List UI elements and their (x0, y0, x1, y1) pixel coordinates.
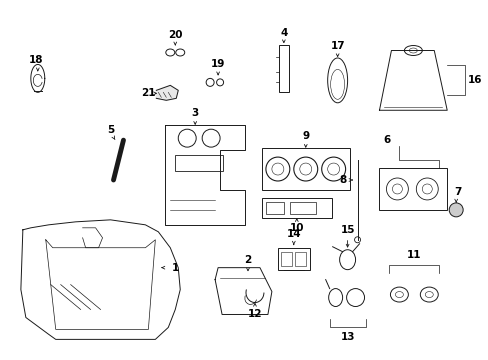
Text: 2: 2 (244, 255, 251, 265)
Bar (262, 148, 349, 190)
Bar (294, 252, 305, 266)
Text: 13: 13 (340, 332, 354, 342)
Text: 7: 7 (453, 187, 461, 197)
Text: 9: 9 (302, 131, 309, 141)
Text: 3: 3 (191, 108, 199, 118)
Text: 8: 8 (338, 175, 346, 185)
Text: 21: 21 (141, 88, 155, 98)
Bar (265, 202, 283, 214)
Bar (289, 202, 315, 214)
Text: 19: 19 (210, 59, 225, 69)
Text: 20: 20 (168, 30, 182, 40)
Text: 18: 18 (28, 55, 43, 66)
Bar (175, 155, 223, 171)
Text: 5: 5 (107, 125, 114, 135)
Polygon shape (156, 85, 178, 100)
Text: 4: 4 (280, 28, 287, 37)
Text: 16: 16 (467, 75, 481, 85)
Bar (379, 168, 447, 210)
Text: 14: 14 (286, 229, 301, 239)
Text: 17: 17 (330, 41, 344, 50)
Circle shape (448, 203, 462, 217)
Text: 11: 11 (406, 250, 421, 260)
Text: 12: 12 (247, 310, 262, 319)
Text: 6: 6 (383, 135, 390, 145)
Bar (262, 198, 331, 218)
Bar (278, 45, 288, 92)
Bar (277, 248, 309, 270)
Bar (280, 252, 291, 266)
Text: 15: 15 (340, 225, 354, 235)
Text: 10: 10 (289, 223, 304, 233)
Text: 1: 1 (171, 263, 179, 273)
